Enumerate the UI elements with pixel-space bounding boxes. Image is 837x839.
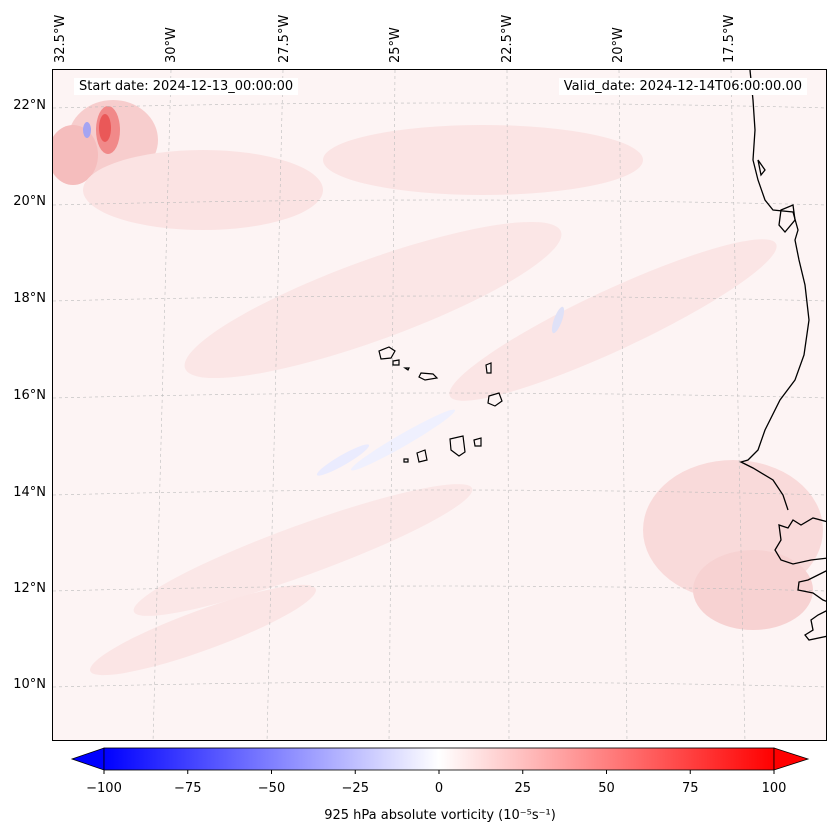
colorbar-tick-label: −50: [258, 781, 285, 796]
vorticity-map: [53, 70, 826, 740]
colorbar-tick-label: 25: [514, 781, 531, 796]
lat-label: 20°N: [13, 194, 46, 209]
cabo-verde-islands: [378, 346, 503, 463]
lon-label: 25°W: [388, 27, 403, 63]
colorbar-tick-label: −75: [174, 781, 201, 796]
latitude-labels: 22°N 20°N 18°N 16°N 14°N 12°N 10°N: [0, 0, 50, 741]
colorbar-body: [103, 747, 775, 771]
colorbar-min-extend: [70, 747, 105, 771]
lat-label: 10°N: [13, 677, 46, 692]
valid-date-label: Valid_date: 2024-12-14T06:00:00.00: [558, 78, 807, 95]
vorticity-field: [53, 70, 826, 740]
lon-label: 32.5°W: [53, 14, 68, 63]
lat-label: 16°N: [13, 388, 46, 403]
colorbar-tick-label: 75: [682, 781, 699, 796]
lat-label: 14°N: [13, 485, 46, 500]
coastline: [739, 70, 826, 641]
colorbar-tick-label: 100: [762, 781, 787, 796]
map-panel[interactable]: Start date: 2024-12-13_00:00:00 Valid_da…: [52, 69, 827, 741]
colorbar-ticks: −100 −75 −50 −25 0 25 50 75 100: [86, 770, 786, 796]
lon-label: 22.5°W: [500, 14, 515, 63]
longitude-labels: 32.5°W 30°W 27.5°W 25°W 22.5°W 20°W 17.5…: [0, 0, 837, 69]
start-date-label: Start date: 2024-12-13_00:00:00: [74, 78, 299, 95]
colorbar-tick-label: 0: [435, 781, 443, 796]
lat-label: 18°N: [13, 291, 46, 306]
colorbar-label: 925 hPa absolute vorticity (10⁻⁵s⁻¹): [324, 808, 556, 823]
lat-label: 22°N: [13, 98, 46, 113]
lon-label: 27.5°W: [277, 14, 292, 63]
colorbar-tick-label: −25: [342, 781, 369, 796]
lon-label: 17.5°W: [722, 14, 737, 63]
lat-label: 12°N: [13, 581, 46, 596]
colorbar-max-extend: [773, 747, 810, 771]
colorbar-tick-label: −100: [86, 781, 122, 796]
graticule: [53, 70, 826, 740]
colorbar-tick-label: 50: [598, 781, 615, 796]
lon-label: 20°W: [611, 27, 626, 63]
lon-label: 30°W: [164, 27, 179, 63]
